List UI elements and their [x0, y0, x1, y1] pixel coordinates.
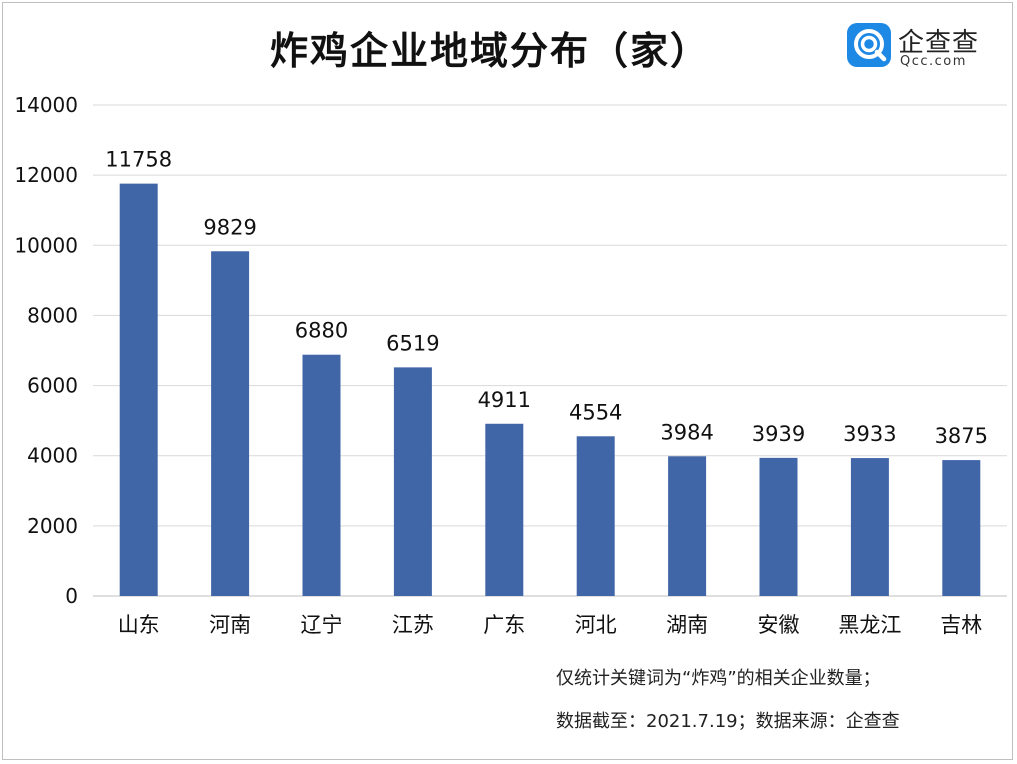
data-label: 3939 — [752, 422, 805, 446]
footnote-scope: 仅统计关键词为“炸鸡”的相关企业数量； — [556, 668, 881, 689]
data-label: 3984 — [660, 420, 713, 444]
y-tick-label: 8000 — [27, 303, 78, 327]
y-tick-label: 0 — [65, 584, 78, 608]
bar-7 — [759, 457, 798, 596]
x-tick-label: 河北 — [575, 613, 617, 637]
bar-5 — [576, 436, 615, 596]
x-tick-label: 山东 — [118, 613, 160, 637]
chart-title: 炸鸡企业地域分布（家） — [269, 29, 710, 73]
qcc-logo-icon — [847, 23, 891, 67]
bar-8 — [850, 458, 889, 596]
x-tick-label: 辽宁 — [301, 613, 343, 637]
data-label: 6519 — [386, 331, 439, 355]
data-label: 3875 — [935, 424, 988, 448]
bar-3 — [393, 367, 432, 596]
bar-2 — [302, 354, 341, 596]
x-tick-label: 江苏 — [392, 613, 434, 637]
y-tick-label: 4000 — [27, 444, 78, 468]
data-label: 4911 — [478, 388, 531, 412]
qcc-logo: 企查查 Qcc.com — [846, 22, 1016, 72]
x-tick-label: 河南 — [209, 613, 251, 637]
bar-9 — [942, 460, 981, 596]
y-tick-label: 6000 — [27, 374, 78, 398]
data-label: 6880 — [295, 319, 348, 343]
data-label: 4554 — [569, 400, 622, 424]
y-tick-label: 10000 — [14, 233, 78, 257]
x-tick-label: 湖南 — [666, 613, 708, 637]
x-tick-label: 黑龙江 — [838, 613, 901, 637]
data-label: 9829 — [203, 215, 256, 239]
logo-name: 企查查 — [898, 28, 980, 58]
bar-0 — [119, 183, 158, 597]
x-tick-label: 广东 — [483, 613, 525, 637]
logo-domain: Qcc.com — [900, 54, 967, 69]
bar-4 — [485, 423, 524, 596]
bar-6 — [668, 456, 707, 596]
y-tick-label: 12000 — [14, 163, 78, 187]
bar-1 — [211, 251, 250, 596]
x-tick-label: 安徽 — [758, 613, 800, 637]
y-tick-label: 14000 — [14, 93, 78, 117]
footnote-source: 数据截至：2021.7.19；数据来源：企查查 — [556, 711, 900, 732]
data-label: 3933 — [843, 422, 896, 446]
x-tick-label: 吉林 — [940, 613, 982, 637]
y-tick-label: 2000 — [27, 514, 78, 538]
data-label: 11758 — [105, 148, 172, 172]
